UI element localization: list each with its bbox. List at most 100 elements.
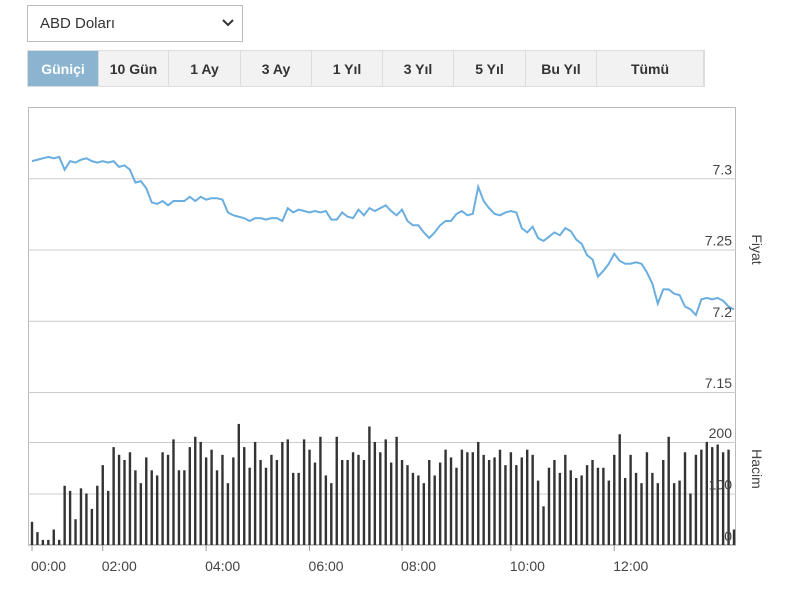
- volume-bar: [340, 459, 344, 545]
- volume-bar: [281, 441, 284, 545]
- volume-bar: [259, 459, 262, 545]
- x-tick-label: 02:00: [102, 558, 137, 574]
- volume-bar: [406, 465, 409, 545]
- period-tab[interactable]: 10 Gün: [99, 51, 169, 86]
- volume-bar: [411, 472, 415, 545]
- volume-bar: [569, 470, 572, 545]
- volume-bar: [526, 449, 529, 545]
- volume-bar: [313, 462, 317, 545]
- volume-bar: [58, 539, 61, 545]
- volume-bar: [74, 519, 77, 545]
- volume-bar: [662, 459, 665, 545]
- volume-bar: [96, 485, 99, 545]
- volume-bar: [515, 465, 518, 545]
- volume-bar: [302, 439, 306, 545]
- volume-bar: [395, 436, 398, 545]
- volume-bar: [155, 475, 159, 545]
- period-tab[interactable]: 3 Yıl: [383, 51, 454, 86]
- volume-bar: [580, 475, 583, 545]
- volume-bar: [106, 490, 110, 545]
- volume-bar: [150, 470, 153, 545]
- volume-bar: [172, 439, 175, 545]
- y-tick-label: 200: [709, 425, 733, 441]
- period-tab[interactable]: 3 Ay: [241, 51, 312, 86]
- volume-bar: [275, 459, 279, 545]
- volume-bar: [694, 454, 698, 545]
- volume-bar: [564, 454, 567, 545]
- volume-bar: [613, 454, 616, 545]
- volume-bar: [210, 449, 213, 545]
- volume-bar: [357, 454, 360, 545]
- volume-bar: [732, 529, 736, 545]
- volume-bar: [422, 483, 426, 545]
- period-tab[interactable]: Güniçi: [28, 51, 99, 86]
- volume-bar: [166, 454, 170, 545]
- volume-bar: [574, 478, 578, 545]
- volume-bar: [177, 470, 181, 545]
- volume-bar: [297, 472, 300, 545]
- y-tick-label: 7.2: [713, 304, 733, 320]
- volume-bar: [41, 539, 45, 545]
- volume-bar: [547, 467, 551, 545]
- price-line: [31, 155, 735, 317]
- y-tick-label: 0: [724, 528, 732, 544]
- volume-bar: [498, 449, 502, 545]
- volume-bar: [215, 470, 219, 545]
- x-tick-label: 06:00: [309, 558, 344, 574]
- volume-bar: [199, 441, 202, 545]
- volume-bar: [68, 490, 72, 545]
- volume-bar: [324, 475, 328, 545]
- volume-bar: [727, 449, 730, 545]
- volume-bar: [117, 454, 121, 545]
- plot-frame: [28, 107, 736, 545]
- volume-bar: [623, 478, 627, 545]
- volume-bar: [36, 532, 39, 545]
- volume-bar: [482, 454, 485, 545]
- volume-bar: [591, 459, 594, 545]
- axis-title: Hacim: [749, 449, 765, 489]
- volume-bar: [634, 472, 638, 545]
- volume-bar: [47, 539, 50, 545]
- currency-dropdown[interactable]: ABD Doları: [27, 5, 243, 42]
- volume-bar: [542, 506, 545, 545]
- volume-bar: [248, 467, 251, 545]
- volume-bar: [188, 447, 192, 545]
- volume-bar: [226, 483, 230, 545]
- x-tick-label: 12:00: [613, 558, 648, 574]
- volume-bar: [183, 470, 186, 545]
- period-tab[interactable]: Tümü: [597, 51, 704, 86]
- volume-bar: [716, 444, 719, 545]
- volume-bar: [721, 452, 725, 545]
- volume-bar: [368, 426, 371, 545]
- volume-bar: [705, 441, 708, 545]
- volume-bar: [351, 452, 355, 545]
- volume-bar: [711, 447, 714, 545]
- volume-bar: [444, 449, 447, 545]
- volume-bar: [460, 449, 464, 545]
- volume-bar: [667, 436, 670, 545]
- volume-bar: [161, 452, 164, 545]
- volume-bar: [319, 436, 322, 545]
- volume-bar: [335, 436, 338, 545]
- volume-bar: [651, 472, 654, 545]
- x-tick-label: 04:00: [205, 558, 240, 574]
- volume-bar: [438, 462, 442, 545]
- volume-bar: [139, 483, 143, 545]
- volume-bar: [477, 441, 480, 545]
- volume-bar: [79, 488, 83, 545]
- period-tab[interactable]: 5 Yıl: [454, 51, 526, 86]
- volume-bar: [504, 465, 507, 545]
- volume-bar: [683, 452, 687, 545]
- volume-bar: [145, 457, 148, 545]
- volume-bar: [700, 449, 703, 545]
- volume-bar: [602, 467, 605, 545]
- volume-bar: [618, 434, 621, 545]
- period-tab[interactable]: 1 Yıl: [312, 51, 383, 86]
- period-tab[interactable]: 1 Ay: [169, 51, 241, 86]
- volume-bar: [417, 475, 420, 545]
- period-tab[interactable]: Bu Yıl: [526, 51, 597, 86]
- volume-bar: [520, 457, 523, 545]
- volume-bar: [493, 457, 496, 545]
- volume-bar: [428, 459, 431, 545]
